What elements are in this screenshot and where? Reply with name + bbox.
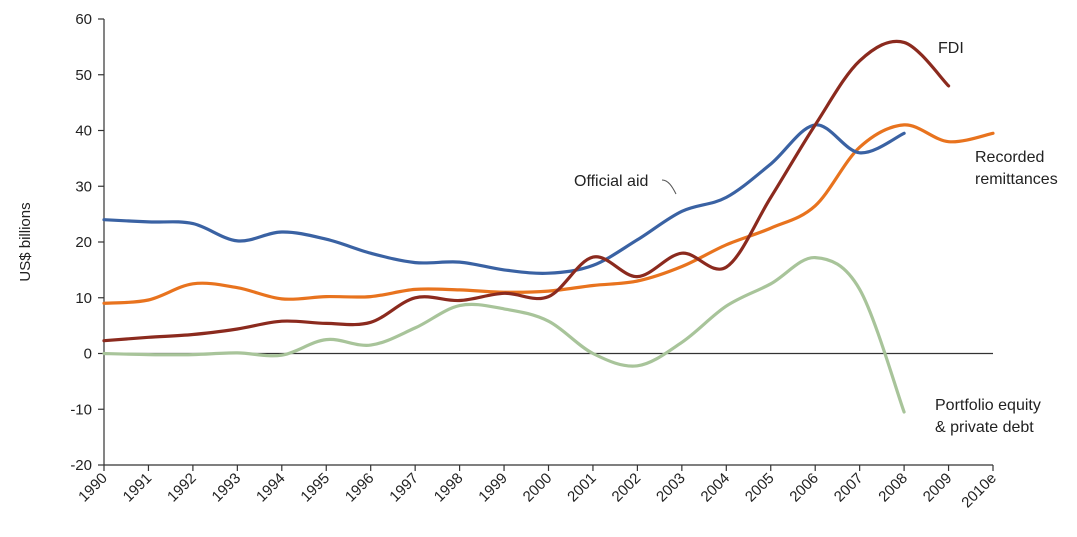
- series-label: remittances: [975, 171, 1058, 188]
- x-tick-label: 1998: [431, 470, 467, 506]
- x-tick-label: 2004: [698, 470, 734, 506]
- y-tick-label: -20: [70, 457, 92, 474]
- x-tick-label: 1994: [253, 470, 289, 506]
- x-tick-label: 1999: [475, 470, 511, 506]
- series-line-recorded-remittances: [102, 123, 995, 305]
- series-line-fdi: [102, 39, 951, 343]
- x-tick-label: 2003: [653, 470, 689, 506]
- x-tick-label: 1997: [386, 470, 422, 506]
- series-layer: [102, 39, 995, 414]
- x-tick-label: 2008: [875, 470, 911, 506]
- y-tick-label: 0: [84, 346, 92, 363]
- series-label: & private debt: [935, 419, 1034, 436]
- series-label: Official aid: [574, 173, 648, 190]
- series-line-portfolio-equity-private-debt: [102, 256, 906, 414]
- x-tick-label: 1996: [342, 470, 378, 506]
- x-tick-label: 2007: [831, 470, 867, 506]
- x-tick-label: 2005: [742, 470, 778, 506]
- y-tick-label: 30: [75, 178, 92, 195]
- x-tick-label: 1991: [120, 470, 156, 506]
- y-tick-label: 20: [75, 234, 92, 251]
- x-tick-label: 2000: [520, 470, 556, 506]
- y-tick-label: -10: [70, 401, 92, 418]
- x-tick-label: 2006: [786, 470, 822, 506]
- series-line-official-aid: [102, 123, 906, 275]
- y-tick-label: 60: [75, 11, 92, 28]
- series-label: Recorded: [975, 149, 1044, 166]
- x-tick-label: 2010e: [958, 470, 1000, 512]
- x-tick-label: 2009: [920, 470, 956, 506]
- x-tick-label: 2001: [564, 470, 600, 506]
- y-tick-label: 10: [75, 290, 92, 307]
- x-tick-label: 1990: [75, 470, 111, 506]
- x-tick-label: 1993: [209, 470, 245, 506]
- official-aid-leader-line: [661, 179, 677, 195]
- series-label: Portfolio equity: [935, 397, 1041, 414]
- x-tick-label: 1992: [164, 470, 200, 506]
- x-tick-label: 1995: [297, 470, 333, 506]
- y-tick-label: 40: [75, 123, 92, 140]
- labels-layer: FDI Recorded remittances Official aid Portfo…: [574, 40, 1058, 436]
- series-label: FDI: [938, 40, 964, 57]
- y-tick-label: 50: [75, 67, 92, 84]
- y-axis-title: US$ billions: [17, 202, 34, 281]
- x-tick-label: 2002: [609, 470, 645, 506]
